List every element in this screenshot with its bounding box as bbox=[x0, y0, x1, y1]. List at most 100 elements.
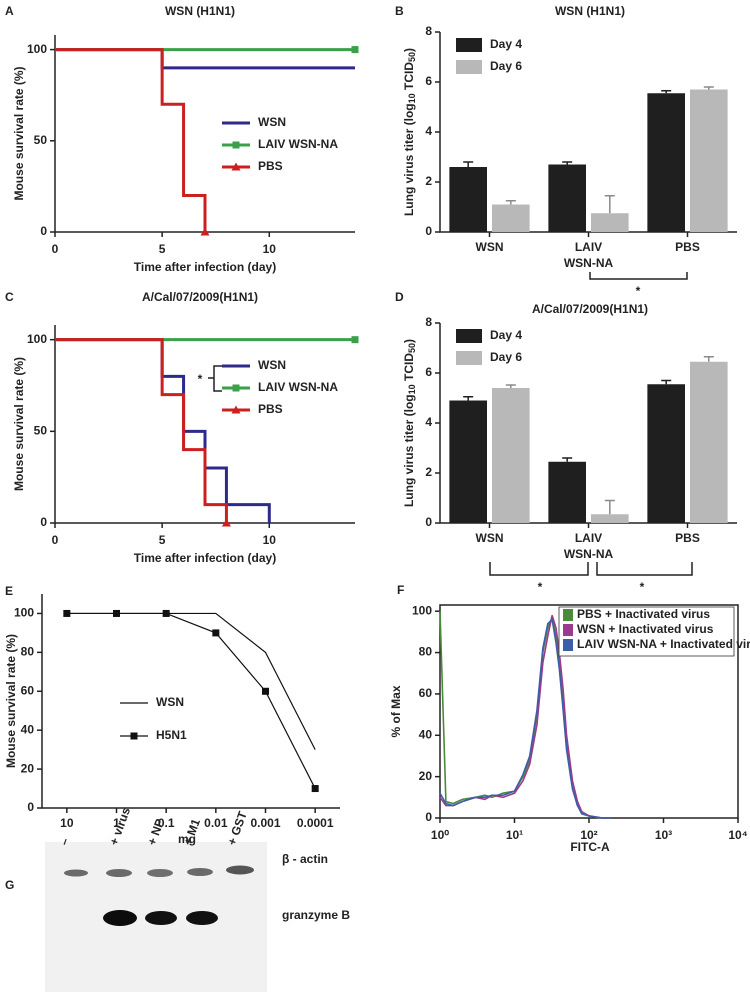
y-tick-label: 60 bbox=[21, 683, 35, 697]
panel-label: G bbox=[5, 878, 14, 892]
series-line bbox=[55, 48, 207, 232]
blot-band bbox=[187, 868, 213, 876]
error-bar bbox=[562, 457, 573, 462]
y-tick-label: 0 bbox=[425, 515, 432, 529]
y-axis-label: Mouse survival rate (%) bbox=[12, 357, 26, 491]
y-tick-label: 6 bbox=[425, 365, 432, 379]
y-axis-label: Lung virus titer (log10 TCID50) bbox=[402, 339, 417, 507]
error-bar bbox=[703, 356, 714, 362]
x-tick-label: 0.01 bbox=[204, 816, 228, 830]
annotation: * bbox=[538, 580, 543, 594]
error-bar bbox=[661, 379, 672, 385]
bar bbox=[690, 361, 728, 523]
y-tick-label: 2 bbox=[425, 174, 432, 188]
legend-swatch bbox=[456, 38, 482, 52]
y-axis-label-part: Lung virus titer (log bbox=[402, 394, 416, 507]
legend-label: PBS + Inactivated virus bbox=[577, 607, 710, 621]
series-line bbox=[55, 48, 355, 70]
legend-swatch bbox=[456, 329, 482, 343]
marker bbox=[231, 405, 241, 414]
series-line bbox=[66, 612, 316, 789]
legend-label: PBS bbox=[258, 402, 283, 416]
panel-label: D bbox=[395, 290, 404, 304]
y-axis-label-part: TCID bbox=[402, 353, 416, 385]
x-tick-label: WSN-NA bbox=[564, 256, 614, 270]
legend-frame bbox=[558, 606, 735, 657]
y-tick-label: 8 bbox=[425, 24, 432, 38]
legend-label: LAIV WSN-NA + Inactivated virus bbox=[577, 637, 750, 651]
x-tick-label: 10⁴ bbox=[728, 828, 747, 842]
legend-swatch bbox=[456, 60, 482, 74]
marker bbox=[311, 785, 319, 793]
bar bbox=[492, 204, 530, 232]
series-line bbox=[55, 338, 228, 523]
chart-title: WSN (H1N1) bbox=[165, 4, 235, 18]
marker bbox=[212, 629, 220, 637]
bar bbox=[449, 400, 487, 523]
y-tick-label: 60 bbox=[419, 686, 433, 700]
y-tick-label: 50 bbox=[34, 424, 48, 438]
x-tick-label: 10¹ bbox=[506, 828, 523, 842]
y-tick-label: 4 bbox=[425, 415, 432, 429]
chart-panel: C A/Cal/07/2009(H1N1) Mouse survival rate … bbox=[5, 290, 359, 565]
row-label: β - actin bbox=[282, 852, 328, 866]
y-tick-label: 8 bbox=[425, 315, 432, 329]
panel-label: C bbox=[5, 290, 14, 304]
panel-label: B bbox=[395, 4, 404, 18]
legend-label: WSN + Inactivated virus bbox=[577, 622, 714, 636]
x-tick-label: 10³ bbox=[655, 828, 672, 842]
y-tick-label: 2 bbox=[425, 465, 432, 479]
y-tick-label: 6 bbox=[425, 74, 432, 88]
y-tick-label: 0 bbox=[40, 515, 47, 529]
y-axis-label-part: 50 bbox=[407, 343, 417, 353]
y-tick-label: 40 bbox=[21, 722, 35, 736]
x-tick-label: 10² bbox=[580, 828, 597, 842]
marker bbox=[130, 732, 138, 740]
marker bbox=[113, 609, 120, 617]
marker bbox=[232, 384, 240, 392]
chart-panel: F % of Max FITC-A 0 20 40 60 80 100 10⁰ 10¹ 10² 10³ 1… bbox=[389, 583, 750, 854]
x-tick-label: WSN bbox=[476, 531, 504, 545]
blot-band bbox=[64, 869, 88, 877]
y-axis-label-part: 10 bbox=[407, 384, 417, 394]
panel-label: F bbox=[397, 583, 404, 597]
y-axis-label-part: 10 bbox=[407, 93, 417, 103]
marker bbox=[351, 46, 359, 54]
error-bar bbox=[661, 90, 672, 94]
legend-label: WSN bbox=[258, 358, 286, 372]
bar bbox=[647, 384, 685, 523]
legend-label: PBS bbox=[258, 159, 283, 173]
marker bbox=[351, 336, 359, 344]
y-tick-label: 0 bbox=[425, 224, 432, 238]
x-axis-label: mg bbox=[178, 832, 196, 846]
marker bbox=[162, 609, 170, 617]
x-tick-label: PBS bbox=[675, 531, 700, 545]
y-axis-label: Lung virus titer (log10 TCID50) bbox=[402, 48, 417, 216]
chart-title: WSN (H1N1) bbox=[555, 4, 625, 18]
y-axis-label-part: ) bbox=[402, 48, 416, 52]
y-axis-label: % of Max bbox=[389, 685, 403, 737]
error-bar bbox=[604, 195, 615, 214]
bar bbox=[591, 213, 629, 232]
x-tick-label: 0.0001 bbox=[297, 816, 334, 830]
x-axis-label: Time after infection (day) bbox=[134, 260, 276, 274]
marker bbox=[231, 162, 241, 171]
bar bbox=[492, 388, 530, 523]
x-tick-label: PBS bbox=[675, 240, 700, 254]
bar bbox=[591, 514, 629, 523]
bar bbox=[548, 164, 586, 232]
x-tick-label: WSN bbox=[476, 240, 504, 254]
x-tick-label: 0 bbox=[52, 242, 59, 256]
series-line bbox=[439, 617, 612, 819]
legend-label: Day 6 bbox=[490, 350, 522, 364]
x-axis-label: Time after infection (day) bbox=[134, 551, 276, 565]
y-tick-label: 20 bbox=[419, 769, 433, 783]
panel-label: E bbox=[5, 584, 13, 598]
y-axis-label-part: Lung virus titer (log bbox=[402, 103, 416, 216]
error-bar bbox=[463, 161, 474, 167]
x-tick-label: 10⁰ bbox=[431, 828, 449, 842]
axis-line bbox=[41, 594, 340, 809]
error-bar bbox=[505, 200, 516, 205]
x-tick-label: 10 bbox=[60, 816, 74, 830]
